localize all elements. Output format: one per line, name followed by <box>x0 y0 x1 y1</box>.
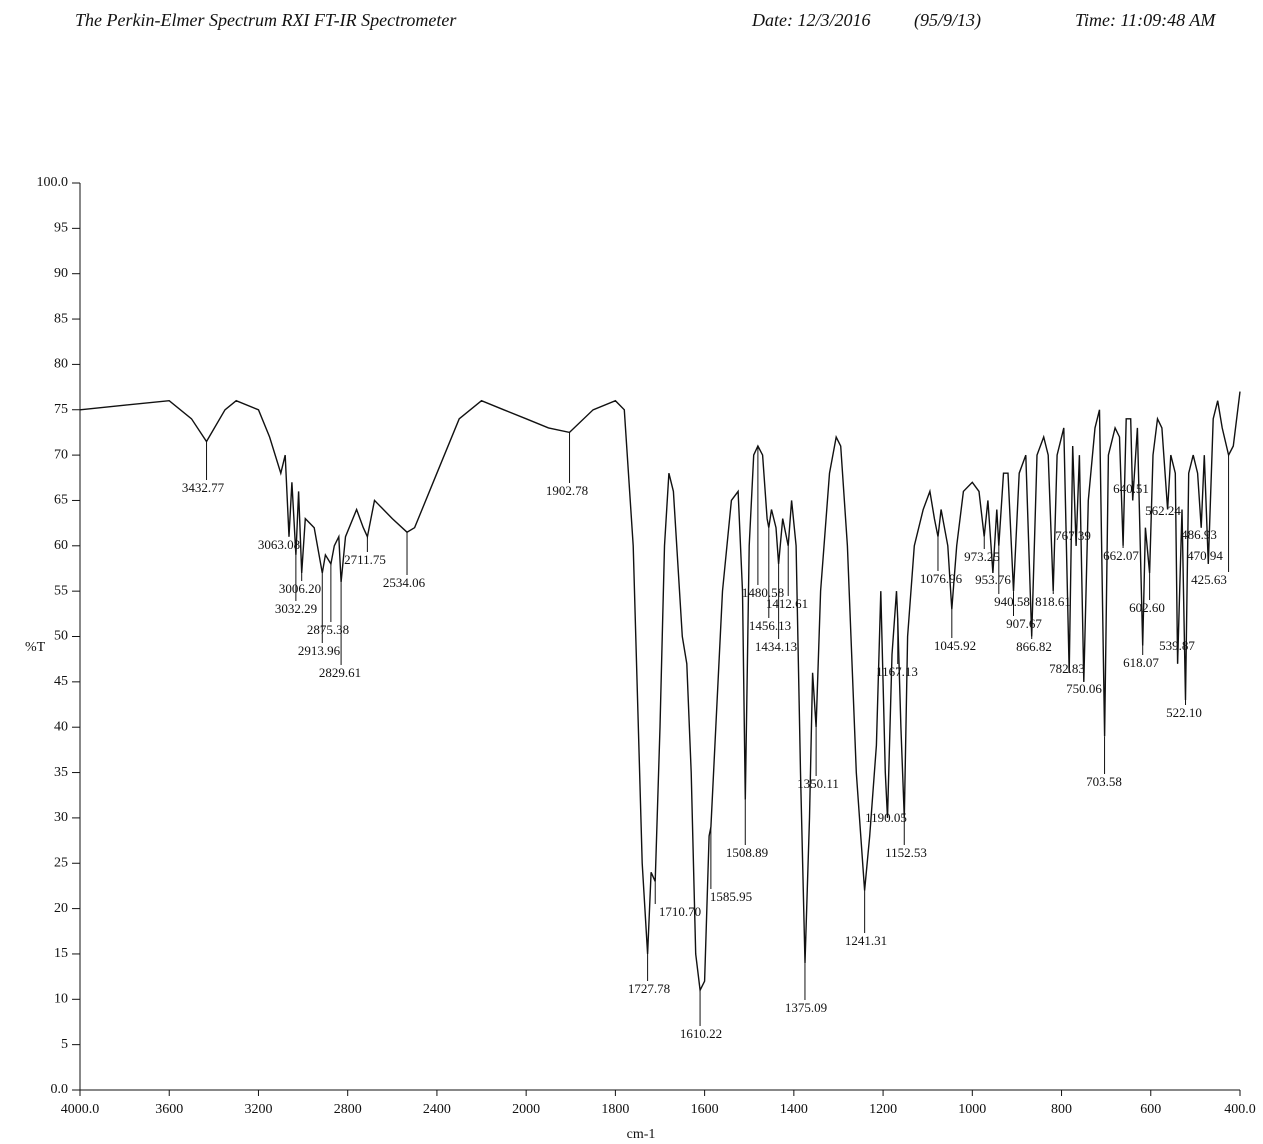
y-tick-label: 90 <box>54 266 68 281</box>
date: Date: 12/3/2016 <box>751 10 871 30</box>
y-tick-label: 15 <box>54 946 68 961</box>
x-tick-label: 2800 <box>334 1102 362 1117</box>
peak-label: 907.67 <box>1006 616 1042 631</box>
peak-label: 1456.13 <box>749 618 791 633</box>
y-tick-label: 65 <box>54 493 68 508</box>
x-tick-label: 1400 <box>780 1102 808 1117</box>
chart-title: The Perkin-Elmer Spectrum RXI FT-IR Spec… <box>75 10 457 30</box>
peak-label: 425.63 <box>1191 572 1227 587</box>
y-tick-label: 100.0 <box>37 175 69 190</box>
x-axis-label: cm-1 <box>627 1127 656 1142</box>
peak-label: 1508.89 <box>726 845 768 860</box>
peak-label: 662.07 <box>1103 548 1139 563</box>
peak-label: 2829.61 <box>319 665 361 680</box>
peak-label: 782.83 <box>1049 661 1085 676</box>
peak-label: 703.58 <box>1086 774 1122 789</box>
y-tick-label: 60 <box>54 538 68 553</box>
peak-label: 1167.13 <box>876 664 918 679</box>
x-tick-label: 3200 <box>244 1102 272 1117</box>
peak-label: 1727.78 <box>628 981 670 996</box>
y-tick-label: 50 <box>54 629 68 644</box>
time: Time: 11:09:48 AM <box>1075 10 1216 30</box>
peak-label: 3032.29 <box>275 601 317 616</box>
peak-label: 1710.70 <box>659 904 701 919</box>
x-tick-label: 3600 <box>155 1102 183 1117</box>
y-tick-label: 0.0 <box>51 1082 69 1097</box>
x-tick-label: 4000.0 <box>61 1102 100 1117</box>
peak-label: 1350.11 <box>797 776 839 791</box>
x-tick-label: 1000 <box>958 1102 986 1117</box>
peak-label: 940.58 <box>994 594 1030 609</box>
x-tick-label: 1600 <box>691 1102 719 1117</box>
peak-label: 1076.96 <box>920 571 963 586</box>
peak-label: 2875.38 <box>307 622 349 637</box>
peak-label: 2711.75 <box>344 552 386 567</box>
peak-label: 1585.95 <box>710 889 752 904</box>
x-tick-label: 1200 <box>869 1102 897 1117</box>
peak-label: 1902.78 <box>546 483 588 498</box>
peak-label: 2534.06 <box>383 575 426 590</box>
peak-label: 3006.20 <box>279 581 321 596</box>
x-tick-label: 1800 <box>601 1102 629 1117</box>
peak-label: 618.07 <box>1123 655 1159 670</box>
y-tick-label: 80 <box>54 357 68 372</box>
peak-label: 1434.13 <box>755 639 797 654</box>
y-tick-label: 25 <box>54 855 68 870</box>
y-tick-label: 40 <box>54 719 68 734</box>
peak-label: 470.94 <box>1187 548 1223 563</box>
peak-label: 973.25 <box>964 549 1000 564</box>
peak-label: 1412.61 <box>766 596 808 611</box>
y-tick-label: 75 <box>54 402 68 417</box>
peak-label: 1241.31 <box>845 933 887 948</box>
x-tick-label: 2000 <box>512 1102 540 1117</box>
peak-label: 602.60 <box>1129 600 1165 615</box>
y-tick-label: 95 <box>54 221 68 236</box>
record: (95/9/13) <box>914 10 981 31</box>
peak-label: 3432.77 <box>182 480 225 495</box>
peak-label: 750.06 <box>1066 681 1102 696</box>
peak-label: 818.61 <box>1035 594 1071 609</box>
y-tick-label: 20 <box>54 901 68 916</box>
peak-label: 1610.22 <box>680 1026 722 1041</box>
y-tick-label: 30 <box>54 810 68 825</box>
peak-label: 486.93 <box>1181 527 1217 542</box>
x-tick-label: 600 <box>1140 1102 1161 1117</box>
y-tick-label: 5 <box>61 1037 68 1052</box>
peak-label: 953.76 <box>975 572 1011 587</box>
spectrum-line <box>79 391 1241 993</box>
peak-label: 2913.96 <box>298 643 341 658</box>
peak-label: 640.51 <box>1113 481 1149 496</box>
peak-label: 866.82 <box>1016 639 1052 654</box>
peak-label: 539.87 <box>1159 638 1195 653</box>
peak-label: 1152.53 <box>885 845 927 860</box>
y-tick-label: 85 <box>54 311 68 326</box>
y-tick-label: 45 <box>54 674 68 689</box>
peak-label: 562.24 <box>1145 503 1181 518</box>
peak-label: 1045.92 <box>934 638 976 653</box>
peak-label: 1480.58 <box>742 585 784 600</box>
y-tick-label: 10 <box>54 992 68 1007</box>
x-tick-label: 800 <box>1051 1102 1072 1117</box>
peak-label: 3063.08 <box>258 537 300 552</box>
x-tick-label: 2400 <box>423 1102 451 1117</box>
peak-label: 1375.09 <box>785 1000 827 1015</box>
y-tick-label: 55 <box>54 583 68 598</box>
y-axis-label: %T <box>25 640 46 655</box>
peak-label: 522.10 <box>1166 705 1202 720</box>
y-tick-label: 70 <box>54 447 68 462</box>
x-tick-label: 400.0 <box>1224 1102 1256 1117</box>
peak-label: 767.39 <box>1055 528 1091 543</box>
peak-label: 1190.05 <box>865 810 907 825</box>
y-tick-label: 35 <box>54 765 68 780</box>
